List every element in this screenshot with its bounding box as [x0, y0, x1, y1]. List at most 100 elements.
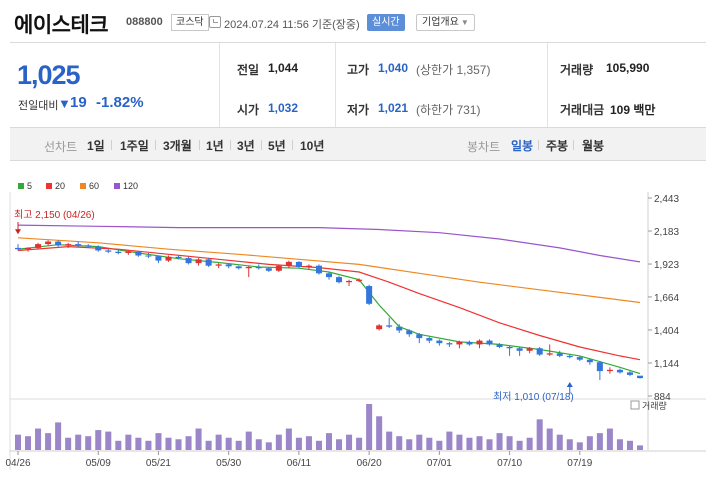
change-percent: -1.82% — [96, 94, 144, 111]
volume-bar — [396, 436, 403, 450]
candle-body — [506, 346, 513, 349]
volume-bar — [315, 440, 322, 450]
current-price-box: 1,025 전일대비 ▼ 19 -1.82% — [10, 43, 220, 127]
volume-bar — [115, 440, 122, 450]
legend-label-60: 60 — [89, 181, 99, 191]
volume-bar — [446, 431, 453, 450]
volume-bar — [14, 434, 22, 450]
volume-bar — [346, 434, 353, 450]
candle-body — [356, 279, 363, 281]
volume-bar — [265, 442, 272, 450]
legend-swatch-120 — [114, 183, 120, 189]
candle-weekly[interactable]: 주봉 — [546, 139, 569, 153]
candle-monthly[interactable]: 월봉 — [582, 139, 605, 153]
volume-bar — [566, 439, 573, 450]
down-triangle-icon: ▼ — [58, 96, 71, 111]
candle-body — [85, 245, 92, 247]
y-tick-label: 1,923 — [654, 260, 679, 271]
candle-body — [175, 256, 182, 259]
candle-body — [596, 362, 603, 372]
candle-body — [305, 265, 312, 267]
candle-body — [225, 264, 232, 267]
candle-body — [315, 265, 322, 274]
candle-body — [185, 258, 192, 264]
volume-bar — [476, 436, 483, 450]
volume-bar — [155, 433, 162, 450]
company-info-dropdown[interactable]: 기업개요 ▼ — [416, 14, 475, 31]
candle-body — [95, 246, 102, 251]
divider — [199, 140, 200, 150]
candle-body — [376, 325, 383, 330]
realtime-button[interactable]: 실시간 — [367, 14, 405, 31]
period-5y[interactable]: 5년 — [268, 139, 286, 153]
candle-daily[interactable]: 일봉 — [511, 139, 534, 153]
volume-bar — [135, 437, 142, 450]
period-10y[interactable]: 10년 — [300, 139, 325, 153]
period-1w[interactable]: 1주일 — [120, 139, 149, 153]
candle-body — [556, 353, 563, 356]
divider — [573, 140, 574, 150]
candle-body — [466, 341, 473, 345]
candle-body — [536, 348, 543, 355]
candle-body — [155, 256, 162, 261]
candle-body — [516, 348, 523, 351]
volume-bar — [95, 430, 102, 450]
period-1d[interactable]: 1일 — [87, 139, 105, 153]
legend-swatch-60 — [80, 183, 86, 189]
volume-bar — [516, 440, 523, 450]
current-price: 1,025 — [17, 60, 81, 90]
volume-bar — [436, 440, 443, 450]
volume-bar — [406, 439, 413, 450]
volume-bar — [426, 437, 433, 450]
volume-bar — [356, 437, 363, 450]
volume-bar — [85, 436, 92, 450]
period-3y[interactable]: 3년 — [237, 139, 255, 153]
high-label: 고가 — [347, 63, 370, 77]
volume-bar — [275, 434, 282, 450]
candle-body — [55, 241, 62, 246]
volume-bar — [235, 440, 242, 450]
volume-bar — [35, 428, 42, 450]
period-3m[interactable]: 3개월 — [163, 139, 192, 153]
volume-bar — [536, 419, 543, 450]
trade-amount-value: 109 백만 — [610, 103, 656, 117]
period-1y[interactable]: 1년 — [206, 139, 224, 153]
stock-header: 에이스테크 088800 코스닥 2024.07.24 11:56 기준(장중)… — [0, 0, 706, 42]
volume-bar — [596, 433, 603, 450]
candle-body — [476, 340, 483, 345]
chevron-down-icon: ▼ — [460, 18, 469, 27]
candle-body — [285, 261, 292, 266]
volume-bar — [65, 437, 72, 450]
candle-body — [586, 359, 593, 363]
volume-bar — [195, 428, 202, 450]
divider — [538, 140, 539, 150]
candle-body — [195, 259, 202, 264]
candle-body — [145, 255, 152, 257]
volume-label: 거래량 — [560, 63, 594, 77]
x-tick-label: 05/30 — [216, 458, 241, 469]
legend-label-5: 5 — [27, 181, 32, 191]
volume-bar — [376, 416, 383, 450]
volume-bar — [606, 428, 613, 450]
divider — [335, 43, 336, 127]
price-summary: 1,025 전일대비 ▼ 19 -1.82% 전일 1,044 시가 1,032… — [10, 42, 706, 128]
volume-bar — [145, 440, 152, 450]
ma-line-20 — [17, 245, 641, 361]
candle-body — [205, 259, 212, 266]
y-tick-label: 1,404 — [654, 326, 679, 337]
volume-bar — [556, 434, 563, 450]
stock-name: 에이스테크 — [14, 14, 109, 37]
candle-body — [636, 375, 644, 379]
candle-body — [75, 244, 82, 246]
candle-body — [456, 341, 463, 345]
candle-body — [346, 280, 353, 283]
price-chart[interactable]: 5 20 60 120 2,443 2,183 1,923 1,664 1,404 1,144 88… — [0, 170, 706, 479]
candle-body — [65, 244, 72, 246]
volume-bar — [526, 437, 533, 450]
volume-bar — [245, 431, 252, 450]
volume-bar — [175, 439, 182, 450]
legend-swatch-20 — [46, 183, 52, 189]
volume-bar — [225, 437, 232, 450]
y-tick-label: 2,443 — [654, 194, 679, 205]
legend-label-20: 20 — [55, 181, 65, 191]
